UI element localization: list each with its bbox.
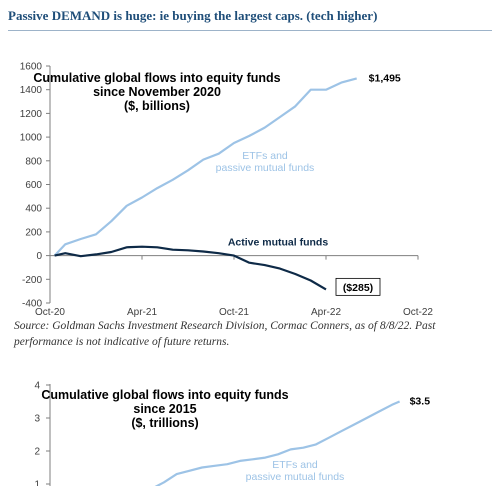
x-tick-label: Oct-20: [35, 307, 65, 318]
y-tick-label: 1: [34, 480, 40, 486]
active-end-label-box: [335, 277, 381, 296]
y-tick-label: 1200: [20, 109, 43, 120]
passive-flows-line: [154, 400, 401, 486]
y-tick-label: -400: [22, 299, 42, 310]
passive-series-label: ETFs and: [272, 459, 318, 471]
passive-vs-active-flows-chart: -400 -200 0 200 400 600 800 1000 1200 1400 1600 Oct…: [20, 62, 434, 319]
chart-title-line: Cumulative global flows into equity fund…: [33, 71, 280, 85]
passive-series-label: ETFs and: [242, 150, 288, 162]
chart-title-line: ($, trillions): [131, 416, 198, 430]
active-flows-line: [54, 245, 327, 291]
y-tick-label: 1600: [20, 62, 43, 73]
page-headline: Passive DEMAND is huge: ie buying the la…: [8, 8, 492, 31]
x-tick-label: Apr-22: [311, 307, 341, 318]
y-tick-label: 0: [36, 251, 42, 262]
y-tick-label: 2: [34, 447, 40, 458]
active-end-label: ($285): [343, 282, 373, 294]
y-tick-label: 4: [34, 381, 40, 392]
passive-flows-line: [53, 77, 357, 257]
x-tick-label: Oct-22: [403, 307, 433, 318]
y-tick-label: 200: [25, 227, 42, 238]
y-tick-label: 3: [34, 414, 40, 425]
y-tick-label: 800: [25, 156, 42, 167]
y-tick-label: 1400: [20, 85, 43, 96]
chart-title-line: ($, billions): [124, 99, 190, 113]
x-tick-label: Apr-21: [127, 307, 157, 318]
chart-title-line: since November 2020: [93, 85, 221, 99]
y-tick-label: 1000: [20, 133, 43, 144]
chart-title-line: since 2015: [133, 402, 196, 416]
y-tick-label: -200: [22, 275, 42, 286]
active-series-label: Active mutual funds: [228, 237, 329, 249]
y-tick-label: 600: [25, 180, 42, 191]
passive-end-label: $3.5: [410, 396, 431, 408]
source-note: Source: Goldman Sachs Investment Researc…: [14, 320, 436, 348]
passive-series-label: passive mutual funds: [246, 471, 345, 483]
passive-end-label: $1,495: [369, 72, 401, 84]
chart-title-line: Cumulative global flows into equity fund…: [41, 388, 288, 402]
x-tick-label: Oct-21: [219, 307, 249, 318]
y-tick-label: 400: [25, 204, 42, 215]
passive-series-label: passive mutual funds: [216, 162, 315, 174]
